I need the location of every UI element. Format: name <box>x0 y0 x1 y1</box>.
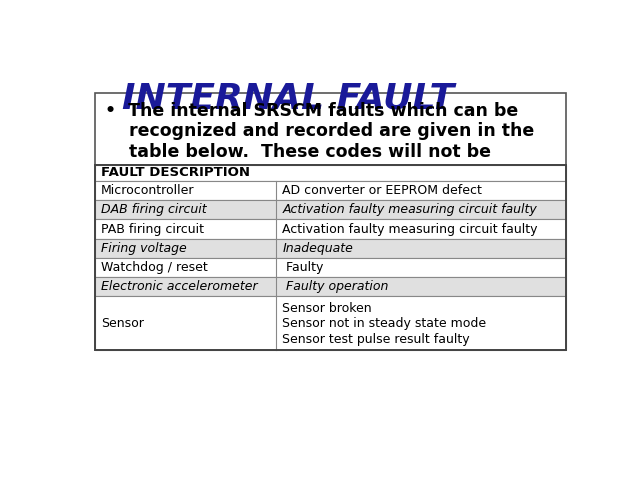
Bar <box>95 165 566 181</box>
Text: Sensor broken: Sensor broken <box>282 302 372 315</box>
Bar <box>95 219 566 239</box>
Text: PAB firing circuit: PAB firing circuit <box>101 223 204 236</box>
Text: DAB firing circuit: DAB firing circuit <box>101 204 207 216</box>
Text: INTERNAL FAULT: INTERNAL FAULT <box>122 82 454 116</box>
Text: Activation faulty measuring circuit faulty: Activation faulty measuring circuit faul… <box>282 223 538 236</box>
Text: FAULT DESCRIPTION: FAULT DESCRIPTION <box>101 167 250 180</box>
Text: •  The internal SRSCM faults which can be: • The internal SRSCM faults which can be <box>105 102 518 120</box>
Text: Sensor: Sensor <box>101 317 144 330</box>
Bar <box>95 239 566 258</box>
Text: recognized and recorded are given in the: recognized and recorded are given in the <box>105 122 534 140</box>
Bar <box>95 181 566 200</box>
Text: Electronic accelerometer: Electronic accelerometer <box>101 280 257 293</box>
Text: Faulty: Faulty <box>282 261 324 274</box>
Text: Watchdog / reset: Watchdog / reset <box>101 261 207 274</box>
Bar <box>95 296 566 350</box>
Bar <box>95 93 566 165</box>
Bar <box>95 200 566 219</box>
Text: Faulty operation: Faulty operation <box>282 280 388 293</box>
Text: Microcontroller: Microcontroller <box>101 184 195 197</box>
Text: table below.  These codes will not be: table below. These codes will not be <box>105 143 491 161</box>
Text: Sensor test pulse result faulty: Sensor test pulse result faulty <box>282 333 470 346</box>
Text: Activation faulty measuring circuit faulty: Activation faulty measuring circuit faul… <box>282 204 537 216</box>
Text: AD converter or EEPROM defect: AD converter or EEPROM defect <box>282 184 482 197</box>
Bar <box>95 277 566 296</box>
Bar <box>95 258 566 277</box>
Bar <box>95 165 566 350</box>
Text: Inadequate: Inadequate <box>282 242 353 255</box>
Text: Firing voltage: Firing voltage <box>101 242 187 255</box>
Text: Sensor not in steady state mode: Sensor not in steady state mode <box>282 317 486 330</box>
